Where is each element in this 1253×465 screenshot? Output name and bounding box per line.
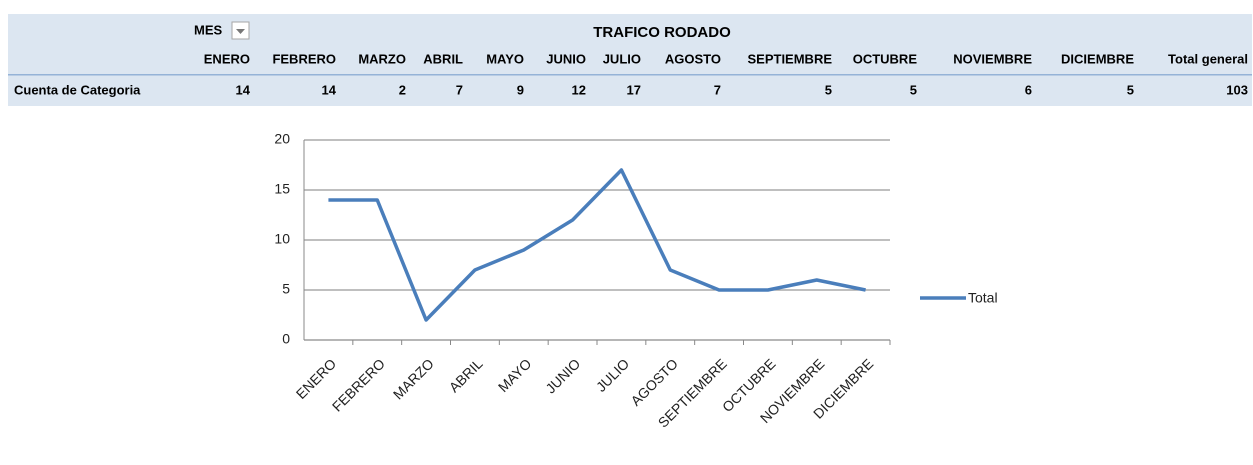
dropdown-arrow bbox=[236, 29, 245, 34]
table-band bbox=[8, 14, 1252, 106]
filter-label: MES bbox=[194, 22, 223, 37]
column-header: JULIO bbox=[603, 51, 641, 66]
cell-value: 103 bbox=[1226, 82, 1248, 97]
table-title: TRAFICO RODADO bbox=[593, 24, 731, 41]
column-header: FEBRERO bbox=[272, 51, 336, 66]
y-tick-label: 20 bbox=[274, 131, 290, 147]
column-header: MARZO bbox=[358, 51, 406, 66]
cell-value: 5 bbox=[1127, 82, 1134, 97]
y-tick-label: 15 bbox=[274, 181, 290, 197]
cell-value: 14 bbox=[236, 82, 251, 97]
line-series bbox=[328, 168, 866, 322]
cell-value: 6 bbox=[1025, 82, 1032, 97]
column-header: ENERO bbox=[204, 51, 250, 66]
column-header: JUNIO bbox=[546, 51, 586, 66]
cell-value: 5 bbox=[910, 82, 917, 97]
x-tick-label: MARZO bbox=[390, 355, 437, 402]
column-header: ABRIL bbox=[423, 51, 463, 66]
column-header: DICIEMBRE bbox=[1061, 51, 1134, 66]
y-tick-label: 10 bbox=[274, 231, 290, 247]
cell-value: 14 bbox=[322, 82, 337, 97]
x-tick-label: FEBRERO bbox=[329, 355, 388, 414]
row-label: Cuenta de Categoria bbox=[14, 82, 141, 97]
column-header: MAYO bbox=[486, 51, 524, 66]
cell-value: 2 bbox=[399, 82, 406, 97]
column-header: Total general bbox=[1168, 51, 1248, 66]
x-tick-label: ABRIL bbox=[446, 355, 486, 395]
cell-value: 5 bbox=[825, 82, 832, 97]
cell-value: 12 bbox=[572, 82, 586, 97]
column-header: OCTUBRE bbox=[853, 51, 918, 66]
cell-value: 7 bbox=[714, 82, 721, 97]
cell-value: 17 bbox=[627, 82, 641, 97]
cell-value: 7 bbox=[456, 82, 463, 97]
y-tick-label: 0 bbox=[282, 331, 290, 347]
y-tick-label: 5 bbox=[282, 281, 290, 297]
x-tick-label: JULIO bbox=[593, 355, 632, 394]
column-header: AGOSTO bbox=[665, 51, 721, 66]
column-header: SEPTIEMBRE bbox=[747, 51, 832, 66]
x-tick-label: ENERO bbox=[293, 355, 340, 402]
column-header: NOVIEMBRE bbox=[953, 51, 1032, 66]
x-tick-label: JUNIO bbox=[542, 355, 583, 396]
table-rule bbox=[8, 74, 1252, 76]
cell-value: 9 bbox=[517, 82, 524, 97]
legend-label: Total bbox=[968, 290, 998, 306]
x-tick-label: MAYO bbox=[495, 355, 535, 395]
